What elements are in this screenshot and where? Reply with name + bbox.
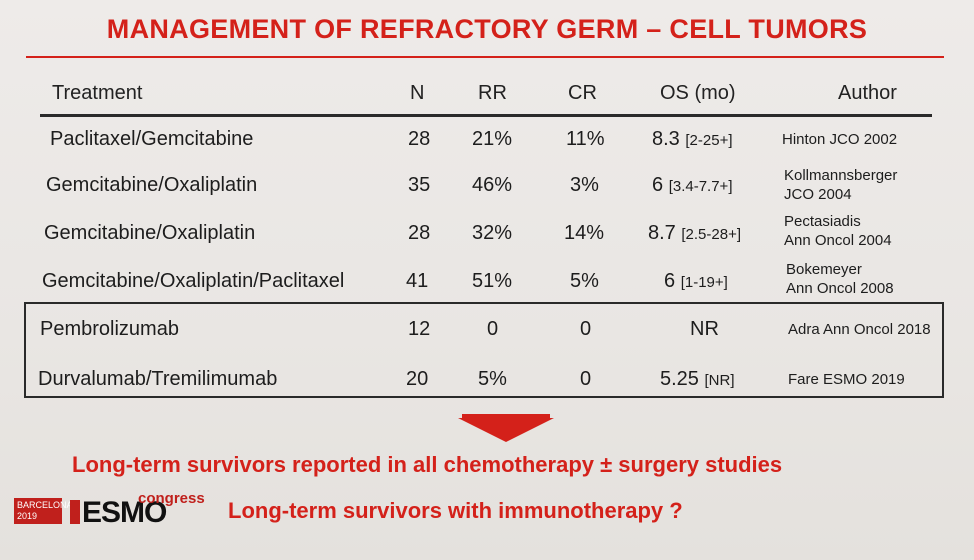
cell-n: 20	[406, 368, 429, 390]
os-value: 8.3	[652, 128, 680, 150]
cell-cr: 0	[580, 368, 592, 390]
cell-cr: 0	[580, 318, 592, 340]
os-range: [2.5-28+]	[681, 226, 742, 243]
table-row: Gemcitabine/Oxaliplatin/Paclitaxel 41 51…	[0, 261, 974, 312]
cell-author: Fare ESMO 2019	[788, 370, 905, 389]
cell-rr: 0	[487, 318, 499, 340]
cell-rr: 51%	[472, 270, 513, 292]
header-divider	[40, 114, 932, 117]
cell-os: 8.3 [2-25+]	[652, 128, 733, 151]
author-line: Bokemeyer	[786, 261, 862, 278]
header-rr: RR	[478, 82, 507, 104]
os-value: 5.25	[660, 368, 699, 390]
cell-os: NR	[690, 318, 719, 341]
title-divider	[26, 56, 944, 58]
cell-author: Kollmannsberger JCO 2004	[784, 166, 897, 204]
cell-treatment: Gemcitabine/Oxaliplatin	[46, 174, 258, 196]
author-line: Ann Oncol 2008	[786, 280, 894, 297]
cell-n: 41	[406, 270, 429, 292]
page-title: MANAGEMENT OF REFRACTORY GERM – CELL TUM…	[106, 14, 868, 44]
os-range: [3.4-7.7+]	[668, 178, 733, 195]
logo-year: 2019	[17, 511, 38, 521]
immunotherapy-box	[24, 302, 944, 398]
os-value: 6	[664, 270, 676, 292]
author-line: Adra Ann Oncol 2018	[788, 321, 931, 338]
os-range: [2-25+]	[685, 132, 733, 149]
os-range: [NR]	[704, 372, 735, 389]
author-line: JCO 2004	[784, 186, 852, 203]
cell-rr: 46%	[472, 174, 513, 196]
conclusion-chemotherapy: Long-term survivors reported in all chem…	[72, 452, 783, 477]
table-row: Pembrolizumab 12 0 0 NR Adra Ann Oncol 2…	[0, 316, 974, 360]
header-treatment: Treatment	[52, 82, 143, 104]
header-author: Author	[838, 82, 897, 104]
cell-treatment: Pembrolizumab	[40, 318, 179, 340]
cell-treatment: Gemcitabine/Oxaliplatin/Paclitaxel	[42, 270, 345, 292]
cell-cr: 11%	[566, 128, 605, 150]
conclusion-immunotherapy: Long-term survivors with immunotherapy ?	[228, 498, 683, 523]
table-row: Paclitaxel/Gemcitabine 28 21% 11% 8.3 [2…	[0, 126, 974, 170]
os-value: 6	[652, 174, 664, 196]
os-value: 8.7	[648, 222, 676, 244]
cell-os: 6 [1-19+]	[664, 270, 728, 293]
cell-treatment: Paclitaxel/Gemcitabine	[50, 128, 254, 150]
cell-author: Pectasiadis Ann Oncol 2004	[784, 212, 892, 250]
cell-os: 6 [3.4-7.7+]	[652, 174, 732, 197]
cell-author: Hinton JCO 2002	[782, 130, 897, 149]
header-n: N	[410, 82, 425, 104]
cell-n: 28	[408, 128, 431, 150]
cell-author: Adra Ann Oncol 2018	[788, 320, 931, 339]
cell-os: 8.7 [2.5-28+]	[648, 222, 741, 245]
esmo-congress-logo: BARCELONA 2019 ESMO congress	[14, 490, 205, 534]
cell-cr: 5%	[570, 270, 599, 292]
cell-os: 5.25 [NR]	[660, 368, 735, 391]
author-line: Pectasiadis	[784, 213, 861, 230]
cell-cr: 3%	[570, 174, 599, 196]
cell-n: 12	[408, 318, 431, 340]
cell-rr: 32%	[472, 222, 513, 244]
logo-suffix: congress	[138, 490, 205, 507]
author-line: Fare ESMO 2019	[788, 371, 905, 388]
header-os: OS (mo)	[660, 82, 736, 104]
cell-n: 28	[408, 222, 431, 244]
table-row: Durvalumab/Tremilimumab 20 5% 0 5.25 [NR…	[0, 366, 974, 410]
logo-city: BARCELONA	[17, 500, 73, 510]
cell-treatment: Gemcitabine/Oxaliplatin	[44, 222, 256, 244]
cell-cr: 14%	[564, 222, 605, 244]
author-line: Hinton JCO 2002	[782, 131, 898, 148]
logo-brand: ESMO	[70, 498, 167, 528]
os-value: NR	[690, 318, 719, 340]
os-range: [1-19+]	[680, 274, 728, 291]
author-line: Ann Oncol 2004	[784, 232, 892, 249]
header-cr: CR	[568, 82, 597, 104]
cell-treatment: Durvalumab/Tremilimumab	[38, 368, 278, 390]
cell-n: 35	[408, 174, 431, 196]
logo-city-badge: BARCELONA 2019	[14, 498, 73, 524]
author-line: Kollmannsberger	[784, 167, 898, 184]
cell-rr: 5%	[478, 368, 507, 390]
cell-rr: 21%	[472, 128, 513, 150]
table-row: Gemcitabine/Oxaliplatin 28 32% 14% 8.7 […	[0, 213, 974, 264]
table-row: Gemcitabine/Oxaliplatin 35 46% 3% 6 [3.4…	[0, 167, 974, 216]
cell-author: Bokemeyer Ann Oncol 2008	[786, 260, 894, 298]
